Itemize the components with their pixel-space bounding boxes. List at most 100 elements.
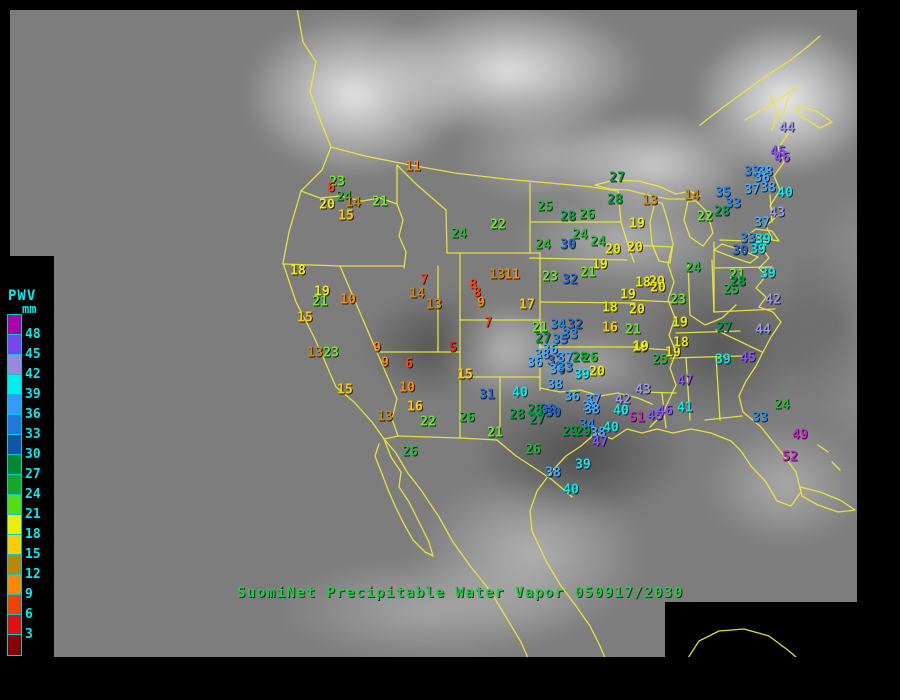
station-pwv-value: 13 [307,345,323,361]
legend-label: 3 [25,627,33,642]
legend-row: 3 [7,614,36,642]
lake-michigan [649,201,674,264]
dark-region [360,290,510,400]
station-pwv-value: 15 [337,382,353,398]
cloud-blob [530,330,650,400]
station-pwv-value: 20 [589,364,605,380]
station-pwv-value: 14 [409,286,425,302]
station-pwv-value: 10 [340,292,356,308]
station-pwv-value: 29 [575,424,591,440]
station-pwv-value: 23 [670,292,686,308]
legend-swatch [7,314,22,336]
legend-row: 48 [7,314,41,342]
station-pwv-value: 21 [312,294,328,310]
station-pwv-value: 5 [449,340,457,356]
station-pwv-value: 34 [550,317,566,333]
sd-ne-border [529,257,628,261]
lake-superior [594,179,701,200]
station-pwv-value: 43 [635,382,651,398]
station-pwv-value: 33 [725,196,741,212]
station-pwv-value: 28 [572,350,588,366]
station-pwv-value: 38 [584,402,600,418]
baja-outline [374,438,434,557]
station-pwv-value: 20 [650,280,666,296]
station-pwv-value: 23 [542,269,558,285]
station-pwv-value: 18 [602,300,618,316]
station-pwv-value: 40 [603,420,619,436]
legend-label: 48 [25,327,41,342]
wy-borders [459,252,541,321]
station-pwv-value: 28 [560,209,576,225]
legend-label: 6 [25,607,33,622]
station-pwv-value: 11 [504,267,520,283]
station-pwv-value: 36 [527,355,543,371]
station-pwv-value: 39 [760,266,776,282]
station-pwv-value: 33 [562,327,578,343]
station-pwv-value: 41 [677,400,693,416]
station-pwv-value: 28 [509,407,525,423]
station-pwv-value: 7 [484,315,492,331]
station-pwv-value: 25 [537,199,553,215]
legend-swatch [7,334,22,356]
station-pwv-value: 42 [765,292,781,308]
legend-swatch [7,434,22,456]
legend-row: 27 [7,454,41,482]
station-pwv-value: 16 [407,399,423,415]
station-pwv-value: 19 [633,339,649,355]
station-pwv-value: 10 [399,380,415,396]
station-pwv-value: 32 [547,353,563,369]
st-lawrence [699,35,821,126]
station-pwv-value: 39 [574,367,590,383]
legend-swatch [7,554,22,576]
station-pwv-value: 21 [625,322,641,338]
id-west-border [396,164,407,269]
station-pwv-value: 39 [755,232,771,248]
ne-ks-border [539,301,636,304]
legend-row: 18 [7,514,41,542]
ca-nv-border [339,265,399,440]
station-pwv-value: 38 [582,399,598,415]
station-pwv-value: 47 [592,434,608,450]
legend-label: 30 [25,447,41,462]
ia-north-border [627,244,673,248]
station-pwv-value: 6 [405,356,413,372]
frame-right [857,0,900,700]
ny-vt-border [769,194,773,223]
ms-al-ga-borders [685,355,721,421]
station-pwv-value: 24 [336,189,352,205]
legend-swatch [7,474,22,496]
station-pwv-value: 19 [672,315,688,331]
station-pwv-value: 36 [542,342,558,358]
station-pwv-value: 40 [512,385,528,401]
station-pwv-value: 36 [549,362,565,378]
station-pwv-value: 26 [582,350,598,366]
station-pwv-value: 15 [457,367,473,383]
station-pwv-value: 33 [557,360,573,376]
station-pwv-value: 37 [557,350,573,366]
station-pwv-value: 13 [377,409,393,425]
station-pwv-value: 24 [590,234,606,250]
station-pwv-value: 13 [489,267,505,283]
station-pwv-value: 18 [635,275,651,291]
station-pwv-value: 19 [629,216,645,232]
station-pwv-value: 20 [319,197,335,213]
station-pwv-value: 43 [769,205,785,221]
station-pwv-value: 28 [714,204,730,220]
legend-label: 9 [25,587,33,602]
station-pwv-value: 19 [592,257,608,273]
station-pwv-value: 28 [607,192,623,208]
station-pwv-value: 7 [420,272,428,288]
legend-label: 45 [25,347,41,362]
legend-label: 36 [25,407,41,422]
station-pwv-value: 39 [750,242,766,258]
legend-label: 15 [25,547,41,562]
station-pwv-value: 19 [632,340,648,356]
legend-row: 39 [7,374,41,402]
station-pwv-value: 34 [579,417,595,433]
nova-scotia [794,104,833,129]
cuba [799,486,856,513]
legend-label: 27 [25,467,41,482]
station-pwv-value: 38 [760,180,776,196]
